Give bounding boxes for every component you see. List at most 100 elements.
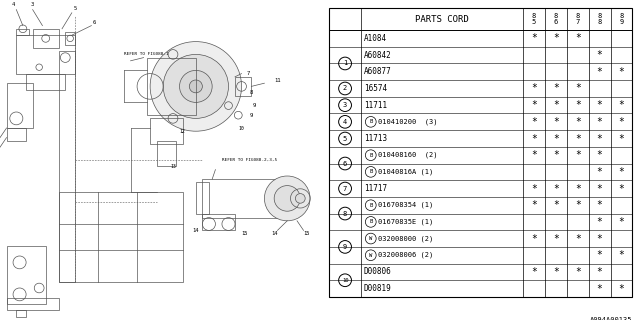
Text: *: * bbox=[575, 234, 580, 244]
Text: *: * bbox=[531, 234, 537, 244]
Text: *: * bbox=[553, 100, 559, 110]
Text: 15: 15 bbox=[241, 231, 248, 236]
Circle shape bbox=[163, 54, 228, 118]
Circle shape bbox=[296, 194, 305, 203]
Text: *: * bbox=[596, 117, 602, 127]
Text: *: * bbox=[553, 34, 559, 44]
Text: *: * bbox=[575, 267, 580, 277]
Bar bbox=[17, 29, 29, 35]
Text: *: * bbox=[531, 84, 537, 93]
Text: *: * bbox=[596, 167, 602, 177]
Circle shape bbox=[339, 57, 351, 70]
Text: *: * bbox=[553, 84, 559, 93]
Bar bbox=[157, 141, 176, 166]
Text: 11: 11 bbox=[274, 77, 281, 83]
Text: *: * bbox=[618, 100, 625, 110]
Text: 010408160  (2): 010408160 (2) bbox=[378, 152, 437, 158]
Text: *: * bbox=[596, 234, 602, 244]
Text: D00819: D00819 bbox=[364, 284, 392, 293]
Text: 5: 5 bbox=[343, 135, 347, 141]
Text: 8: 8 bbox=[343, 211, 347, 217]
Text: 7: 7 bbox=[343, 186, 347, 192]
Text: 9: 9 bbox=[250, 113, 253, 118]
Text: 14: 14 bbox=[271, 231, 277, 236]
Circle shape bbox=[179, 70, 212, 102]
Bar bbox=[147, 58, 196, 115]
Text: B: B bbox=[369, 153, 372, 158]
Text: 032008000 (2): 032008000 (2) bbox=[378, 235, 433, 242]
Text: 9: 9 bbox=[253, 103, 256, 108]
Text: 01040816A (1): 01040816A (1) bbox=[378, 169, 433, 175]
Circle shape bbox=[339, 132, 351, 145]
Text: 2: 2 bbox=[343, 85, 347, 92]
Text: 8
9: 8 9 bbox=[620, 13, 623, 25]
Circle shape bbox=[339, 157, 351, 170]
Text: *: * bbox=[596, 133, 602, 143]
Text: B: B bbox=[369, 169, 372, 174]
Bar bbox=[6, 298, 59, 310]
Text: 7: 7 bbox=[246, 71, 250, 76]
Text: W: W bbox=[369, 236, 372, 241]
Text: 16574: 16574 bbox=[364, 84, 387, 93]
Circle shape bbox=[339, 274, 351, 287]
Circle shape bbox=[189, 80, 202, 93]
Text: A094A00135: A094A00135 bbox=[590, 317, 632, 320]
Text: *: * bbox=[553, 234, 559, 244]
Text: REFER TO FIG088-1: REFER TO FIG088-1 bbox=[124, 52, 169, 56]
Circle shape bbox=[365, 217, 376, 227]
Circle shape bbox=[365, 250, 376, 260]
Text: *: * bbox=[575, 100, 580, 110]
Bar bbox=[33, 29, 59, 48]
Circle shape bbox=[339, 116, 351, 128]
Text: 13: 13 bbox=[170, 164, 176, 169]
Bar bbox=[6, 83, 33, 128]
Text: 8
8: 8 8 bbox=[598, 13, 602, 25]
Circle shape bbox=[264, 176, 310, 221]
Text: *: * bbox=[553, 267, 559, 277]
Text: 010410200  (3): 010410200 (3) bbox=[378, 119, 437, 125]
Bar bbox=[17, 35, 75, 74]
Text: *: * bbox=[575, 133, 580, 143]
Text: *: * bbox=[618, 67, 625, 77]
Bar bbox=[6, 246, 45, 304]
Text: 14: 14 bbox=[193, 228, 199, 233]
Text: D00806: D00806 bbox=[364, 268, 392, 276]
Text: B: B bbox=[369, 220, 372, 224]
Text: *: * bbox=[618, 167, 625, 177]
Bar bbox=[202, 214, 235, 230]
Text: *: * bbox=[618, 133, 625, 143]
Text: 12: 12 bbox=[180, 129, 186, 134]
Text: *: * bbox=[575, 84, 580, 93]
Text: *: * bbox=[618, 250, 625, 260]
Circle shape bbox=[150, 42, 241, 131]
Text: 3: 3 bbox=[343, 102, 347, 108]
Text: *: * bbox=[575, 117, 580, 127]
Circle shape bbox=[339, 182, 351, 195]
Text: 6: 6 bbox=[93, 20, 96, 25]
Bar bbox=[202, 179, 294, 218]
Circle shape bbox=[274, 186, 300, 211]
Bar bbox=[65, 32, 75, 45]
Circle shape bbox=[339, 99, 351, 111]
Text: 10: 10 bbox=[342, 278, 348, 283]
Text: A60842: A60842 bbox=[364, 51, 392, 60]
Text: *: * bbox=[531, 117, 537, 127]
Bar bbox=[196, 182, 209, 214]
Text: *: * bbox=[596, 184, 602, 194]
Bar bbox=[17, 310, 26, 317]
Text: B: B bbox=[369, 203, 372, 208]
Text: 11711: 11711 bbox=[364, 101, 387, 110]
Text: A1084: A1084 bbox=[364, 34, 387, 43]
Bar bbox=[26, 74, 65, 90]
Text: 6: 6 bbox=[343, 161, 347, 166]
Circle shape bbox=[339, 207, 351, 220]
Text: *: * bbox=[575, 184, 580, 194]
Circle shape bbox=[365, 116, 376, 127]
Text: 4: 4 bbox=[343, 119, 347, 125]
Circle shape bbox=[339, 241, 351, 253]
Text: 10: 10 bbox=[239, 125, 244, 131]
Text: *: * bbox=[596, 267, 602, 277]
Text: *: * bbox=[618, 184, 625, 194]
Circle shape bbox=[339, 82, 351, 95]
Text: 3: 3 bbox=[31, 2, 35, 7]
